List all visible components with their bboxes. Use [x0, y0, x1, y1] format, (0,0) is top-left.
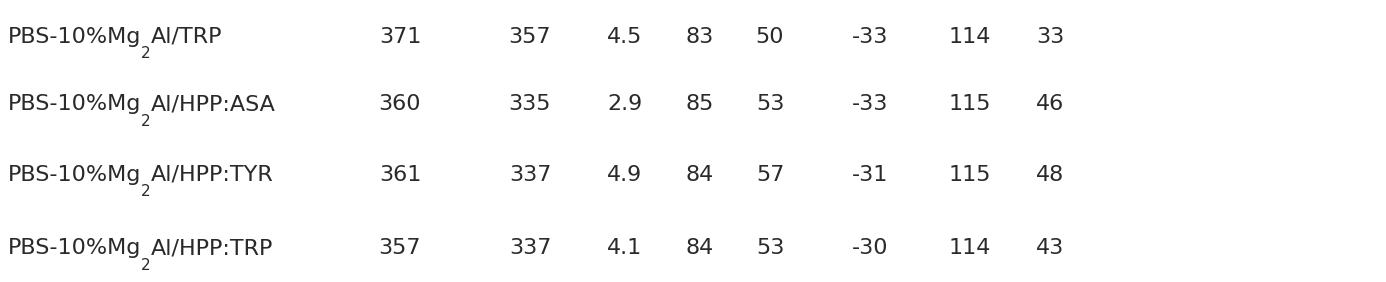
Text: 2: 2 — [141, 257, 151, 273]
Text: 337: 337 — [509, 165, 552, 185]
Text: 2: 2 — [141, 114, 151, 129]
Text: 361: 361 — [378, 165, 421, 185]
Text: 357: 357 — [378, 238, 421, 258]
Text: 357: 357 — [509, 27, 552, 47]
Text: PBS-10%Mg: PBS-10%Mg — [8, 238, 141, 258]
Text: 2: 2 — [141, 46, 151, 61]
Text: PBS-10%Mg: PBS-10%Mg — [8, 27, 141, 47]
Text: 360: 360 — [378, 94, 421, 114]
Text: 371: 371 — [378, 27, 421, 47]
Text: 2: 2 — [141, 184, 151, 199]
Text: 50: 50 — [755, 27, 784, 47]
Text: 46: 46 — [1035, 94, 1064, 114]
Text: 53: 53 — [755, 238, 784, 258]
Text: 33: 33 — [1035, 27, 1064, 47]
Text: 4.1: 4.1 — [607, 238, 643, 258]
Text: 335: 335 — [509, 94, 552, 114]
Text: 84: 84 — [686, 165, 714, 185]
Text: -31: -31 — [852, 165, 888, 185]
Text: Al/HPP:TYR: Al/HPP:TYR — [151, 165, 274, 185]
Text: 53: 53 — [755, 94, 784, 114]
Text: 2.9: 2.9 — [607, 94, 643, 114]
Text: -33: -33 — [852, 27, 888, 47]
Text: PBS-10%Mg: PBS-10%Mg — [8, 165, 141, 185]
Text: 4.9: 4.9 — [607, 165, 643, 185]
Text: 83: 83 — [686, 27, 714, 47]
Text: -30: -30 — [852, 238, 888, 258]
Text: 84: 84 — [686, 238, 714, 258]
Text: 115: 115 — [949, 94, 991, 114]
Text: -33: -33 — [852, 94, 888, 114]
Text: 114: 114 — [949, 238, 991, 258]
Text: Al/HPP:ASA: Al/HPP:ASA — [151, 94, 276, 114]
Text: Al/TRP: Al/TRP — [151, 27, 223, 47]
Text: 4.5: 4.5 — [607, 27, 643, 47]
Text: 57: 57 — [755, 165, 784, 185]
Text: 48: 48 — [1035, 165, 1064, 185]
Text: 337: 337 — [509, 238, 552, 258]
Text: PBS-10%Mg: PBS-10%Mg — [8, 94, 141, 114]
Text: Al/HPP:TRP: Al/HPP:TRP — [151, 238, 273, 258]
Text: 115: 115 — [949, 165, 991, 185]
Text: 114: 114 — [949, 27, 991, 47]
Text: 85: 85 — [686, 94, 714, 114]
Text: 43: 43 — [1035, 238, 1064, 258]
